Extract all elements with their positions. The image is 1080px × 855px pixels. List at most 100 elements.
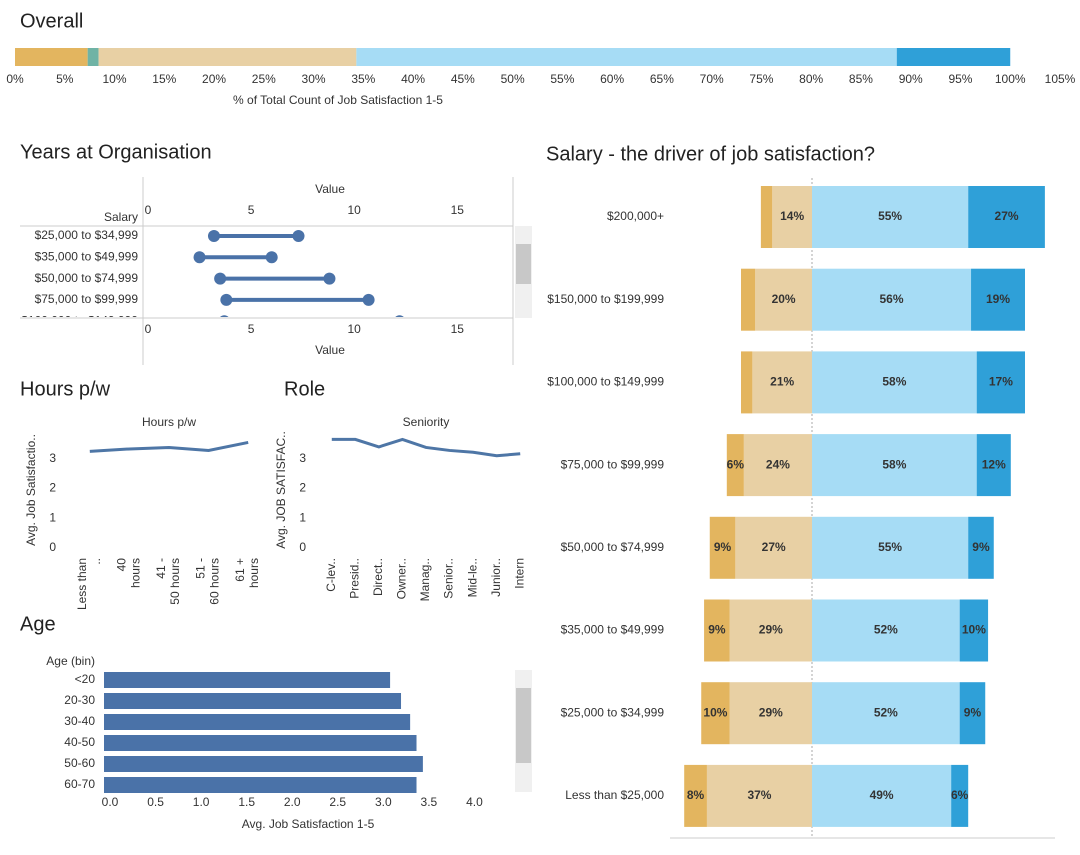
x-tick-label: 5 [248,322,255,336]
bar-segment [15,48,88,66]
x-tick-label: 1.5 [238,795,255,809]
x-tick-label: 75% [749,72,773,86]
bar-segment [755,268,812,331]
data-label: 29% [759,705,783,719]
bar [104,693,402,709]
y-axis-label: Avg. JOB SATISFAC.. [274,431,288,549]
x-tick-label: Senior.. [442,558,456,599]
bar-segment [968,186,1045,248]
x-axis-label: Avg. Job Satisfaction 1-5 [242,817,375,831]
data-label: 56% [880,292,904,306]
dumbbell-dot [265,251,278,264]
x-tick-label: 40hours [115,558,143,588]
x-tick-label: 20% [202,72,226,86]
x-tick-label: 55% [550,72,574,86]
x-tick-label: 3.0 [375,795,392,809]
y-tick-label: <20 [75,672,96,686]
x-tick-label: 0 [145,322,152,336]
data-label: 52% [874,623,898,637]
x-tick-label: Less than.. [75,558,103,610]
y-tick-label: Less than $25,000 [565,788,664,802]
data-label: 9% [972,540,990,554]
chart-title: Age [20,613,56,635]
bar-segment [772,186,812,248]
x-tick-label: 80% [799,72,823,86]
data-label: 27% [762,540,786,554]
dumbbell-dot [220,315,229,317]
bar-segment [971,268,1025,331]
dumbbell-dot [220,293,233,306]
bar-segment [951,764,969,827]
line [331,437,521,458]
dumbbell-dot [193,251,206,264]
bar-segment [729,682,812,745]
x-tick-label: 40% [401,72,425,86]
x-tick-label: 41 -50 hours [154,558,182,605]
rows-clip: $25,000 to $34,999 $35,000 to $49,999 $50,… [21,228,404,317]
data-label: 21% [770,375,794,389]
data-label: 17% [989,375,1013,389]
data-label: 24% [766,457,790,471]
x-tick-label: 90% [899,72,923,86]
bar-segment [812,516,969,579]
x-tick-label: Presid.. [348,558,362,599]
x-tick-label: 85% [849,72,873,86]
x-tick-label: 50% [501,72,525,86]
x-tick-label: 60% [600,72,624,86]
x-tick-label: 10 [348,322,362,336]
y-tick-label: 30-40 [64,714,95,728]
x-tick-label: 35% [351,72,375,86]
y-tick-label: 50-60 [64,756,95,770]
dumbbell-dot [292,230,305,242]
x-tick-label: 65% [650,72,674,86]
bar-segment [741,268,756,331]
x-tick-label: 0% [6,72,24,86]
x-tick-label: 10% [103,72,127,86]
x-tick-label: 5 [248,203,255,217]
x-tick-label: 5% [56,72,74,86]
data-label: 6% [727,457,745,471]
bar-segment [812,351,977,414]
y-tick-label: $75,000 to $99,999 [35,292,139,306]
bar-segment [896,48,1011,66]
bar-segment [743,434,812,497]
bar-segment [812,268,972,331]
bar-segment [726,434,744,497]
y-tick-label: 0 [49,540,56,554]
y-tick-label: $150,000 to $199,999 [547,292,664,306]
chart-title: Hours p/w [20,378,111,400]
y-axis-label: Salary [104,210,138,224]
y-tick-label: 3 [299,451,306,465]
bar-segment [812,764,952,827]
chart-title: Salary - the driver of job satisfaction? [546,143,875,165]
x-tick-label: 100% [995,72,1026,86]
bar [104,714,411,730]
x-tick-label: 2.0 [284,795,301,809]
chart-title: Years at Organisation [20,141,212,163]
y-tick-label: 60-70 [64,777,95,791]
data-label: 55% [878,209,902,223]
bar [104,735,417,751]
bar-segment [704,599,730,662]
bar-segment [812,599,960,662]
y-tick-label: 0 [299,540,306,554]
y-tick-label: $35,000 to $49,999 [561,623,665,637]
y-tick-label: 40-50 [64,735,95,749]
x-tick-label: 10 [348,203,362,217]
y-tick-label: 2 [49,481,56,495]
y-tick-label: $100,000 to $149,999 [547,375,664,389]
data-label: 9% [964,705,982,719]
x-tick-label: Mid-le.. [465,558,479,597]
dumbbell-dot [214,272,227,285]
data-label: 55% [878,540,902,554]
x-tick-label: Owner.. [395,558,409,599]
bar-segment [959,599,989,662]
x-tick-label: 15 [451,322,465,336]
data-label: 19% [986,292,1010,306]
data-label: 9% [714,540,732,554]
bar-segment [356,48,897,66]
x-tick-label: 2.5 [329,795,346,809]
x-tick-label: 0.0 [102,795,119,809]
x-tick-label: Junior.. [489,558,503,597]
